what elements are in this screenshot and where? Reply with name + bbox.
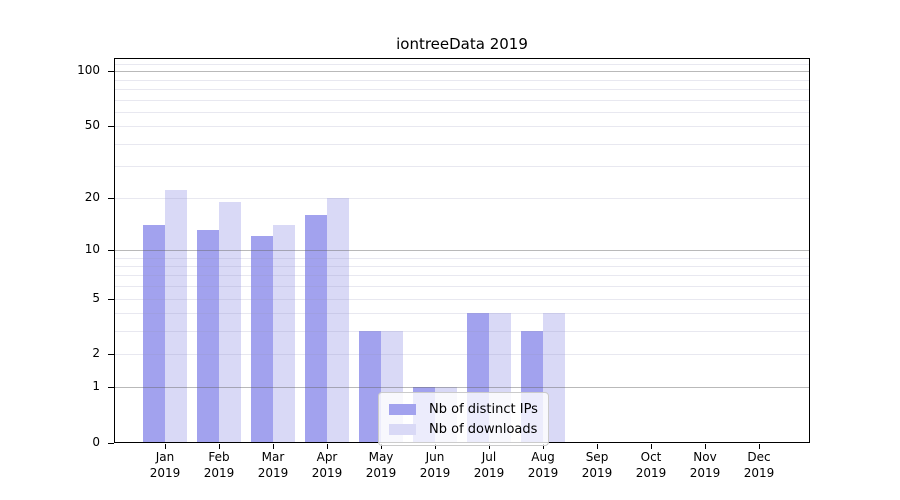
bar-downloads xyxy=(165,190,187,443)
y-tick-label: 10 xyxy=(84,242,100,256)
gridline-minor xyxy=(114,89,810,90)
gridline-major xyxy=(114,71,810,72)
gridline-minor xyxy=(114,80,810,81)
chart-title: iontreeData 2019 xyxy=(396,35,528,53)
x-tick-mark xyxy=(327,444,328,449)
gridline-minor xyxy=(114,64,810,65)
y-tick-mark xyxy=(108,250,114,251)
y-tick-label: 1 xyxy=(92,379,100,393)
y-tick-mark xyxy=(108,354,114,355)
gridline-minor xyxy=(114,112,810,113)
bar-distinct-ips xyxy=(359,331,381,443)
gridline-minor xyxy=(114,258,810,259)
y-tick-label: 0 xyxy=(92,435,100,449)
legend-swatch-distinct-ips-icon xyxy=(389,403,416,415)
bar-distinct-ips xyxy=(305,214,327,443)
x-tick-label: Jul 2019 xyxy=(473,450,505,480)
x-tick-mark xyxy=(381,444,382,449)
gridline-minor xyxy=(114,266,810,267)
gridline-major xyxy=(114,250,810,251)
x-tick-label: May 2019 xyxy=(365,450,397,480)
y-tick-label: 50 xyxy=(84,118,100,132)
gridline-minor xyxy=(114,100,810,101)
x-tick-label: Nov 2019 xyxy=(689,450,721,480)
y-tick-mark xyxy=(108,299,114,300)
y-tick-mark xyxy=(108,387,114,388)
x-tick-label: Sep 2019 xyxy=(581,450,613,480)
legend-label-downloads: Nb of downloads xyxy=(429,421,538,437)
x-tick-label: Aug 2019 xyxy=(527,450,559,480)
x-tick-mark xyxy=(273,444,274,449)
x-tick-mark xyxy=(651,444,652,449)
x-tick-label: Mar 2019 xyxy=(257,450,289,480)
y-tick-label: 20 xyxy=(84,190,100,204)
x-tick-mark xyxy=(543,444,544,449)
plot-area: Nb of distinct IPs Nb of downloads xyxy=(114,58,810,446)
bar-distinct-ips xyxy=(143,224,165,443)
gridline-minor xyxy=(114,354,810,355)
y-tick-mark xyxy=(108,198,114,199)
y-tick-mark xyxy=(108,126,114,127)
legend: Nb of distinct IPs Nb of downloads xyxy=(378,392,549,446)
x-tick-mark xyxy=(705,444,706,449)
legend-swatch-downloads-icon xyxy=(389,423,416,435)
gridline-minor xyxy=(114,275,810,276)
bar-downloads xyxy=(273,224,295,443)
legend-entry-downloads: Nb of downloads xyxy=(389,419,538,439)
x-tick-label: Feb 2019 xyxy=(203,450,235,480)
x-tick-mark xyxy=(489,444,490,449)
gridline-minor xyxy=(114,299,810,300)
x-tick-label: Oct 2019 xyxy=(635,450,667,480)
gridline-minor xyxy=(114,166,810,167)
bar-distinct-ips xyxy=(197,230,219,443)
x-tick-label: Dec 2019 xyxy=(743,450,775,480)
y-tick-label: 100 xyxy=(77,63,100,77)
x-tick-label: Jun 2019 xyxy=(419,450,451,480)
x-tick-mark xyxy=(759,444,760,449)
gridline-minor xyxy=(114,144,810,145)
y-tick-label: 5 xyxy=(92,291,100,305)
bar-distinct-ips xyxy=(251,236,273,443)
grid-layer xyxy=(114,58,810,443)
legend-label-distinct-ips: Nb of distinct IPs xyxy=(429,401,538,417)
gridline-minor xyxy=(114,286,810,287)
bar-downloads xyxy=(327,197,349,443)
x-tick-label: Jan 2019 xyxy=(149,450,181,480)
gridline-minor xyxy=(114,126,810,127)
gridline-minor xyxy=(114,313,810,314)
y-tick-mark xyxy=(108,443,114,444)
bar-downloads xyxy=(219,201,241,443)
x-tick-mark xyxy=(597,444,598,449)
gridline-minor xyxy=(114,331,810,332)
gridline-minor xyxy=(114,198,810,199)
y-tick-label: 2 xyxy=(92,346,100,360)
gridline-major xyxy=(114,387,810,388)
y-tick-mark xyxy=(108,71,114,72)
x-tick-mark xyxy=(165,444,166,449)
legend-entry-distinct-ips: Nb of distinct IPs xyxy=(389,399,538,419)
x-tick-label: Apr 2019 xyxy=(311,450,343,480)
x-tick-mark xyxy=(435,444,436,449)
x-tick-mark xyxy=(219,444,220,449)
